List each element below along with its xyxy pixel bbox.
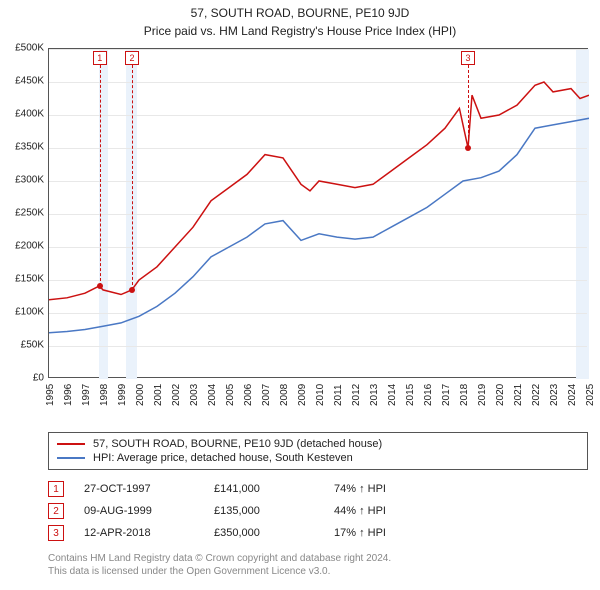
chart-subtitle: Price paid vs. HM Land Registry's House … bbox=[0, 20, 600, 44]
xtick-label: 1998 bbox=[99, 366, 110, 406]
series-svg bbox=[49, 49, 589, 379]
legend-row: 57, SOUTH ROAD, BOURNE, PE10 9JD (detach… bbox=[57, 437, 579, 451]
sale-dot bbox=[465, 145, 471, 151]
legend-label: HPI: Average price, detached house, Sout… bbox=[93, 452, 353, 464]
xtick-label: 2006 bbox=[243, 366, 254, 406]
sales-delta: 74% ↑ HPI bbox=[334, 483, 454, 495]
sales-price: £141,000 bbox=[214, 483, 314, 495]
sale-vline bbox=[132, 65, 133, 290]
xtick-label: 2025 bbox=[585, 366, 596, 406]
sale-vline bbox=[100, 65, 101, 286]
xtick-label: 2011 bbox=[333, 366, 344, 406]
xtick-label: 2003 bbox=[189, 366, 200, 406]
series-hpi bbox=[49, 118, 589, 332]
ytick-label: £300K bbox=[2, 175, 44, 186]
ytick-label: £350K bbox=[2, 142, 44, 153]
xtick-label: 2017 bbox=[441, 366, 452, 406]
chart-container: 57, SOUTH ROAD, BOURNE, PE10 9JD Price p… bbox=[0, 0, 600, 590]
xtick-label: 2007 bbox=[261, 366, 272, 406]
xtick-label: 1995 bbox=[45, 366, 56, 406]
xtick-label: 2015 bbox=[405, 366, 416, 406]
xtick-label: 2002 bbox=[171, 366, 182, 406]
sale-marker-1: 1 bbox=[93, 51, 107, 65]
ytick-label: £200K bbox=[2, 241, 44, 252]
sale-marker-3: 3 bbox=[461, 51, 475, 65]
ytick-label: £150K bbox=[2, 274, 44, 285]
footer-line-2: This data is licensed under the Open Gov… bbox=[48, 565, 391, 578]
xtick-label: 2022 bbox=[531, 366, 542, 406]
sales-row: 3 12-APR-2018 £350,000 17% ↑ HPI bbox=[48, 522, 588, 544]
xtick-label: 2021 bbox=[513, 366, 524, 406]
xtick-label: 2009 bbox=[297, 366, 308, 406]
xtick-label: 2014 bbox=[387, 366, 398, 406]
footer-line-1: Contains HM Land Registry data © Crown c… bbox=[48, 552, 391, 565]
ytick-label: £450K bbox=[2, 76, 44, 87]
sales-row: 2 09-AUG-1999 £135,000 44% ↑ HPI bbox=[48, 500, 588, 522]
sales-delta: 17% ↑ HPI bbox=[334, 527, 454, 539]
sales-marker: 2 bbox=[48, 503, 64, 519]
plot-area: 1 2 3 bbox=[48, 48, 588, 378]
sales-date: 12-APR-2018 bbox=[84, 527, 194, 539]
sales-delta: 44% ↑ HPI bbox=[334, 505, 454, 517]
xtick-label: 2020 bbox=[495, 366, 506, 406]
series-property_price bbox=[49, 82, 589, 300]
sales-date: 09-AUG-1999 bbox=[84, 505, 194, 517]
ytick-label: £0 bbox=[2, 373, 44, 384]
xtick-label: 2000 bbox=[135, 366, 146, 406]
sale-dot bbox=[97, 283, 103, 289]
sales-table: 1 27-OCT-1997 £141,000 74% ↑ HPI 2 09-AUG-199… bbox=[48, 478, 588, 544]
legend-label: 57, SOUTH ROAD, BOURNE, PE10 9JD (detach… bbox=[93, 438, 382, 450]
legend-swatch bbox=[57, 443, 85, 445]
xtick-label: 2005 bbox=[225, 366, 236, 406]
xtick-label: 2016 bbox=[423, 366, 434, 406]
xtick-label: 2012 bbox=[351, 366, 362, 406]
xtick-label: 2004 bbox=[207, 366, 218, 406]
xtick-label: 1996 bbox=[63, 366, 74, 406]
xtick-label: 2008 bbox=[279, 366, 290, 406]
xtick-label: 2019 bbox=[477, 366, 488, 406]
xtick-label: 1997 bbox=[81, 366, 92, 406]
ytick-label: £50K bbox=[2, 340, 44, 351]
ytick-label: £100K bbox=[2, 307, 44, 318]
xtick-label: 2010 bbox=[315, 366, 326, 406]
footer-attribution: Contains HM Land Registry data © Crown c… bbox=[48, 552, 391, 578]
ytick-label: £500K bbox=[2, 43, 44, 54]
sales-row: 1 27-OCT-1997 £141,000 74% ↑ HPI bbox=[48, 478, 588, 500]
xtick-label: 2001 bbox=[153, 366, 164, 406]
xtick-label: 2024 bbox=[567, 366, 578, 406]
xtick-label: 2013 bbox=[369, 366, 380, 406]
sales-price: £350,000 bbox=[214, 527, 314, 539]
ytick-label: £400K bbox=[2, 109, 44, 120]
legend-swatch bbox=[57, 457, 85, 459]
sales-price: £135,000 bbox=[214, 505, 314, 517]
sale-vline bbox=[468, 65, 469, 148]
sale-dot bbox=[129, 287, 135, 293]
sales-marker: 1 bbox=[48, 481, 64, 497]
xtick-label: 2018 bbox=[459, 366, 470, 406]
xtick-label: 1999 bbox=[117, 366, 128, 406]
chart-title: 57, SOUTH ROAD, BOURNE, PE10 9JD bbox=[0, 0, 600, 20]
sales-date: 27-OCT-1997 bbox=[84, 483, 194, 495]
ytick-label: £250K bbox=[2, 208, 44, 219]
legend: 57, SOUTH ROAD, BOURNE, PE10 9JD (detach… bbox=[48, 432, 588, 470]
xtick-label: 2023 bbox=[549, 366, 560, 406]
legend-row: HPI: Average price, detached house, Sout… bbox=[57, 451, 579, 465]
sales-marker: 3 bbox=[48, 525, 64, 541]
sale-marker-2: 2 bbox=[125, 51, 139, 65]
